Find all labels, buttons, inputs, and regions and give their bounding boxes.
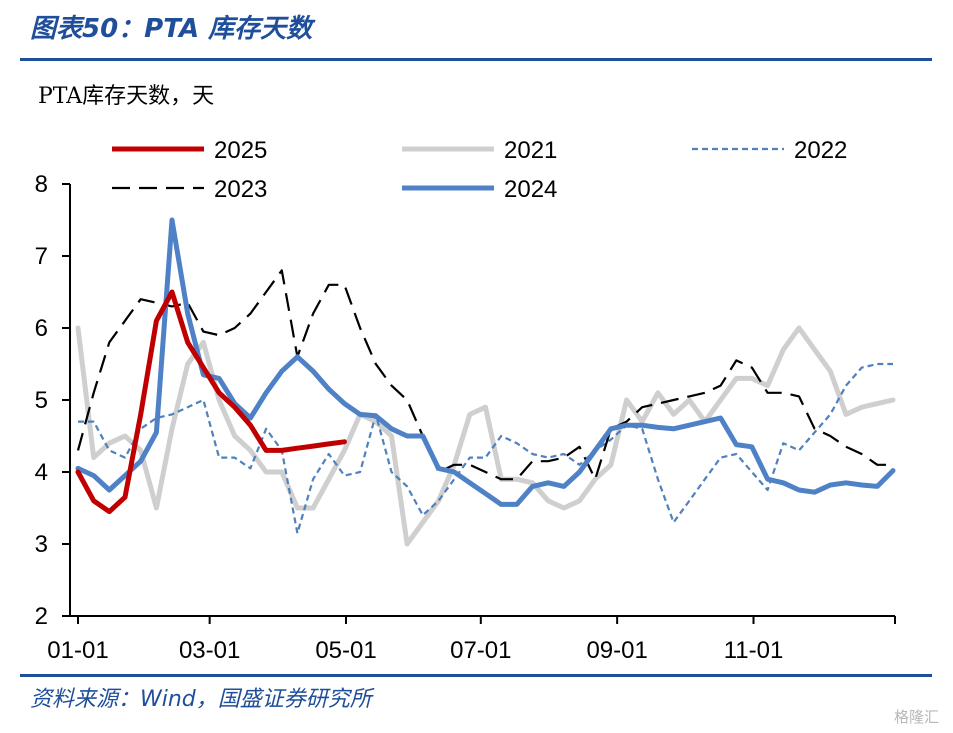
chart-title: 图表50：PTA 库存天数 — [30, 14, 313, 44]
legend-label-2022: 2022 — [794, 137, 847, 164]
legend-label-2025: 2025 — [214, 137, 267, 164]
legend-label-2023: 2023 — [214, 176, 267, 203]
y-tick-label: 3 — [35, 531, 48, 558]
footer-divider — [20, 674, 932, 677]
y-tick-label: 2 — [35, 603, 48, 630]
series-line-2023 — [76, 269, 893, 481]
watermark: 格隆汇 — [893, 708, 939, 726]
x-tick-label: 07-01 — [450, 637, 511, 664]
x-tick-label: 11-01 — [724, 637, 784, 664]
source-note: 资料来源：Wind，国盛证券研究所 — [30, 687, 372, 712]
x-tick-label: 03-01 — [179, 637, 240, 664]
title-divider — [20, 58, 932, 61]
line-chart: 2 3 4 5 6 7 8 01-01 03-01 05-01 07-01 09-01 11-01 20… — [35, 84, 896, 664]
axes-layer: 2 3 4 5 6 7 8 01-01 03-01 05-01 07-01 09-01 11-01 — [35, 171, 896, 664]
legend-label-2024: 2024 — [504, 176, 557, 203]
y-tick-label: 4 — [35, 459, 48, 486]
series-line-2024 — [75, 217, 896, 507]
y-tick-label: 8 — [35, 171, 48, 198]
series-layer — [75, 217, 896, 547]
series-line-2022 — [78, 362, 893, 535]
series-line-2025 — [75, 289, 347, 515]
legend: 2025 2021 2022 2023 2024 — [112, 137, 847, 203]
x-tick-label: 01-01 — [47, 637, 108, 664]
x-tick-label: 09-01 — [586, 637, 647, 664]
x-tick-label: 05-01 — [315, 637, 376, 664]
legend-label-2021: 2021 — [504, 137, 557, 164]
y-tick-label: 7 — [35, 243, 48, 270]
y-axis-label: PTA库存天数，天 — [38, 84, 214, 109]
y-tick-label: 6 — [35, 315, 48, 342]
y-tick-label: 5 — [35, 387, 48, 414]
